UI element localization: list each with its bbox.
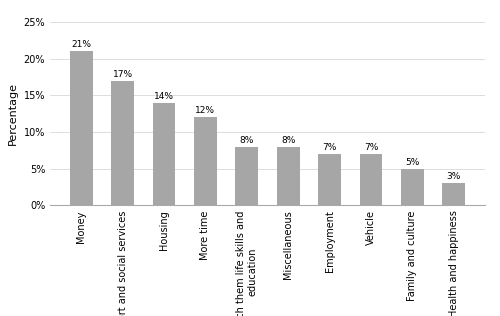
Text: 5%: 5% [405,158,419,167]
Bar [70,52,92,205]
Text: 21%: 21% [71,40,91,49]
Bar [401,169,424,205]
Bar [277,147,299,205]
Text: 7%: 7% [364,143,378,152]
Text: 8%: 8% [240,136,254,144]
Bar [318,154,341,205]
Text: 8%: 8% [281,136,295,144]
Text: 7%: 7% [322,143,337,152]
Text: 12%: 12% [196,106,216,115]
Bar [194,118,217,205]
Bar [442,183,465,205]
Bar [111,81,134,205]
Bar [360,154,382,205]
Text: 17%: 17% [112,70,132,79]
Text: 14%: 14% [154,92,174,100]
Text: 3%: 3% [446,172,461,181]
Y-axis label: Percentage: Percentage [8,82,18,145]
Bar [236,147,258,205]
Bar [152,103,176,205]
